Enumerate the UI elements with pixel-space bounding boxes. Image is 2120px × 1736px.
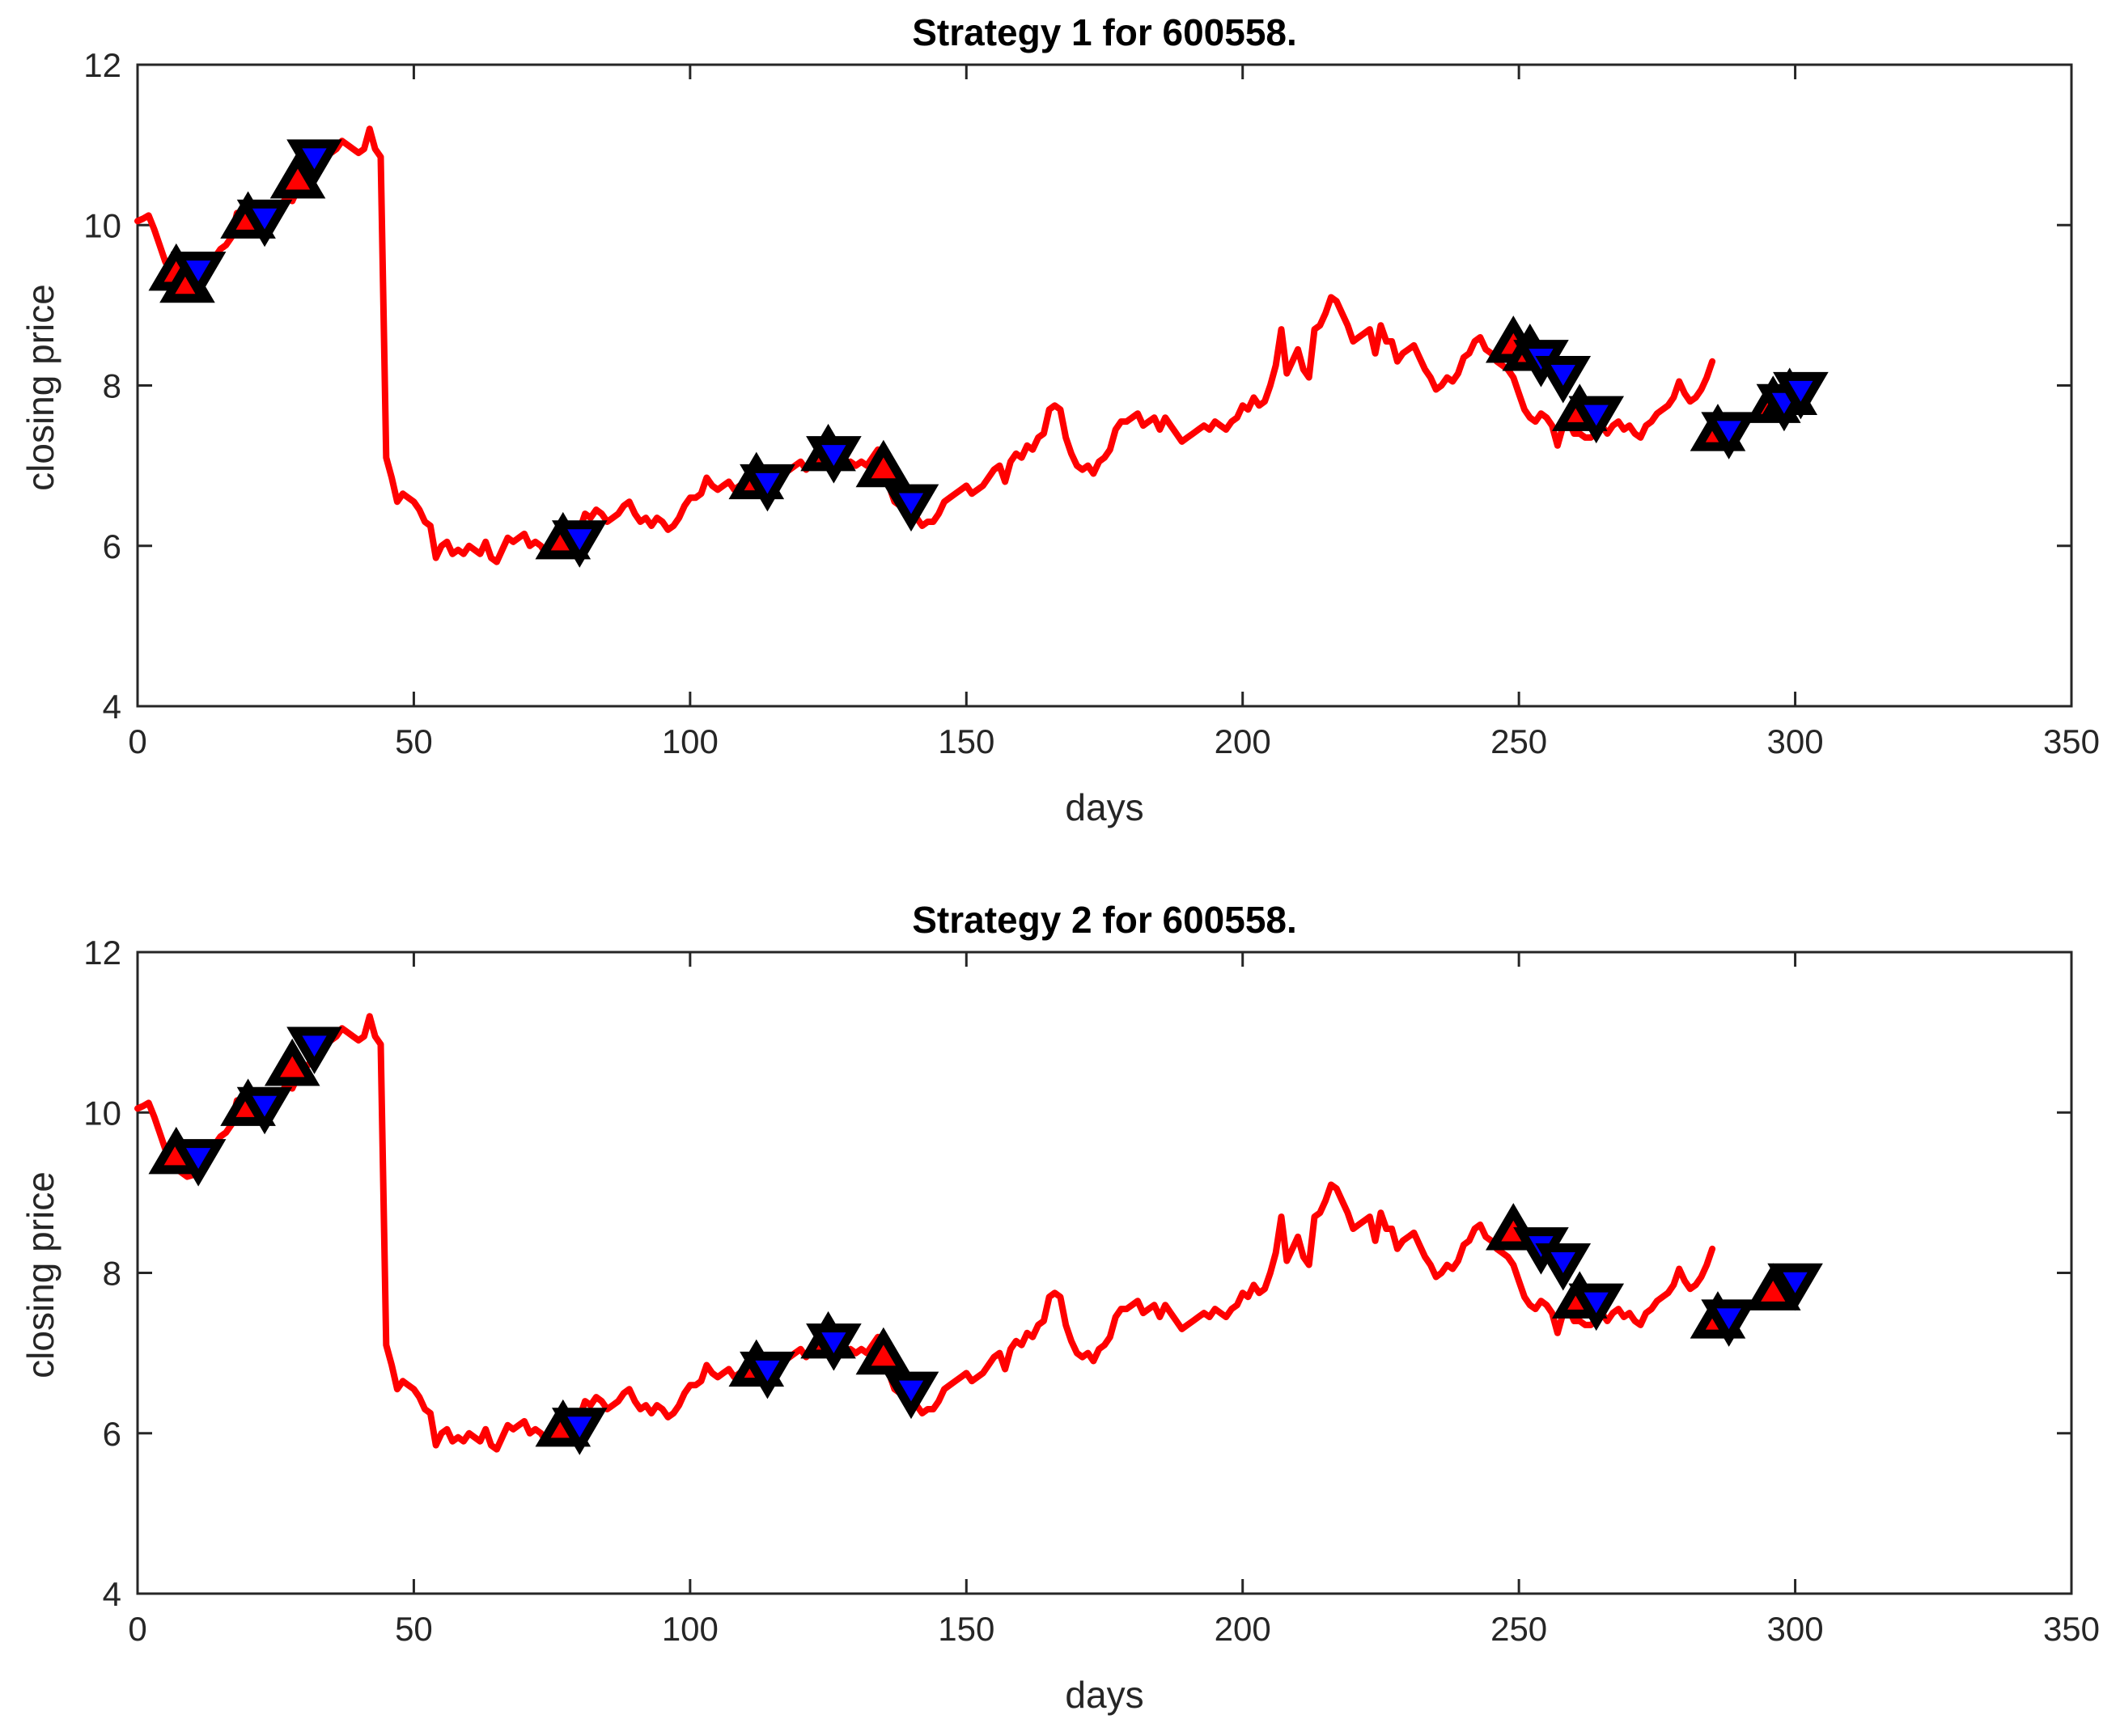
y-axis-label: closing price bbox=[19, 284, 61, 491]
x-tick-label: 100 bbox=[662, 722, 719, 760]
x-tick-label: 200 bbox=[1215, 722, 1271, 760]
y-axis-label: closing price bbox=[19, 1171, 61, 1378]
x-tick-label: 150 bbox=[938, 722, 994, 760]
y-tick-label: 12 bbox=[83, 46, 121, 84]
buy-signal-marker bbox=[855, 1327, 912, 1375]
y-tick-label: 6 bbox=[103, 527, 121, 565]
buy-signal-marker bbox=[264, 1038, 320, 1086]
chart-panel-strategy-1: Strategy 1 for 600558. days closing pric… bbox=[19, 11, 2100, 828]
x-tick-label: 100 bbox=[662, 1610, 719, 1648]
y-tick-label: 8 bbox=[103, 1255, 121, 1293]
x-tick-label: 0 bbox=[128, 722, 146, 760]
sell-signal-marker bbox=[1568, 1283, 1625, 1332]
x-tick-label: 200 bbox=[1215, 1610, 1271, 1648]
sell-signal-marker bbox=[740, 464, 795, 512]
series-line-closing-price bbox=[134, 125, 1716, 565]
sell-signal-marker bbox=[1535, 356, 1592, 404]
sell-signal-marker bbox=[806, 436, 862, 484]
y-tick-label: 10 bbox=[83, 206, 121, 244]
x-tick-label: 150 bbox=[938, 1610, 994, 1648]
sell-signal-marker bbox=[551, 1408, 608, 1455]
sell-signal-marker bbox=[236, 1086, 293, 1135]
sell-signal-marker bbox=[1701, 1299, 1757, 1347]
sell-signal-marker bbox=[236, 199, 293, 248]
y-tick-label: 4 bbox=[103, 688, 121, 726]
x-axis-label: days bbox=[1065, 1674, 1143, 1716]
y-tick-label: 10 bbox=[83, 1094, 121, 1132]
buy-signal-marker bbox=[855, 439, 912, 488]
sell-signal-marker bbox=[883, 1371, 939, 1420]
sell-signal-marker bbox=[1568, 396, 1625, 444]
sell-signal-marker bbox=[1773, 371, 1829, 420]
sell-signal-marker bbox=[170, 1139, 227, 1187]
sell-signal-marker bbox=[551, 520, 608, 568]
chart-panel-strategy-2: Strategy 2 for 600558. days closing pric… bbox=[19, 899, 2100, 1716]
x-tick-label: 250 bbox=[1490, 722, 1547, 760]
y-tick-label: 8 bbox=[103, 367, 121, 405]
sell-signal-marker bbox=[286, 139, 342, 187]
y-tick-label: 4 bbox=[103, 1575, 121, 1613]
x-tick-label: 250 bbox=[1490, 1610, 1547, 1648]
x-tick-label: 50 bbox=[395, 1610, 433, 1648]
sell-signal-marker bbox=[286, 1027, 342, 1074]
chart-title: Strategy 2 for 600558. bbox=[912, 899, 1297, 941]
sell-signal-marker bbox=[170, 252, 227, 299]
sell-signal-marker bbox=[1535, 1243, 1592, 1291]
x-tick-label: 300 bbox=[1767, 722, 1824, 760]
x-tick-label: 350 bbox=[2043, 1610, 2100, 1648]
x-tick-label: 350 bbox=[2043, 722, 2100, 760]
sell-signal-marker bbox=[883, 484, 939, 532]
x-tick-label: 50 bbox=[395, 722, 433, 760]
x-tick-label: 0 bbox=[128, 1610, 146, 1648]
chart-title: Strategy 1 for 600558. bbox=[912, 11, 1297, 53]
y-tick-label: 12 bbox=[83, 934, 121, 972]
series-line-closing-price bbox=[134, 1013, 1716, 1453]
y-tick-label: 6 bbox=[103, 1415, 121, 1453]
sell-signal-marker bbox=[740, 1351, 795, 1399]
sell-signal-marker bbox=[1701, 412, 1757, 459]
sell-signal-marker bbox=[806, 1323, 862, 1371]
x-axis-label: days bbox=[1065, 786, 1143, 828]
sell-signal-marker bbox=[1767, 1263, 1823, 1311]
x-tick-label: 300 bbox=[1767, 1610, 1824, 1648]
buy-signal-marker bbox=[269, 150, 326, 199]
